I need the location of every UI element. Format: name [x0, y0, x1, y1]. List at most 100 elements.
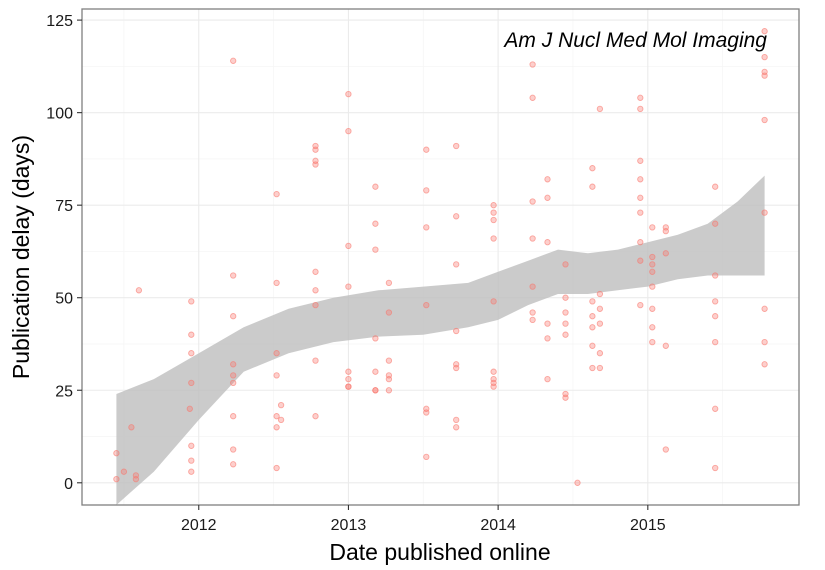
data-point [562, 294, 569, 301]
data-point [345, 283, 352, 290]
data-point [544, 335, 551, 342]
data-point [312, 268, 319, 275]
data-point [423, 187, 430, 194]
y-axis-ticks: 0 25 50 75 100 125 [46, 13, 82, 493]
data-point [273, 424, 280, 431]
data-point [637, 239, 644, 246]
data-point [544, 194, 551, 201]
data-point [372, 335, 379, 342]
data-point [761, 72, 768, 79]
data-point [761, 305, 768, 312]
data-point [230, 313, 237, 320]
smooth-confidence-band [116, 175, 765, 505]
data-point [273, 372, 280, 379]
data-point [712, 338, 719, 346]
data-point [589, 364, 596, 372]
x-tick-label: 2013 [331, 517, 367, 534]
data-point [589, 298, 596, 305]
data-point [712, 313, 719, 320]
data-point [230, 361, 237, 368]
data-point [423, 453, 430, 461]
data-point [529, 283, 536, 290]
data-point [562, 320, 569, 327]
data-point [589, 183, 596, 190]
data-point [649, 261, 656, 268]
x-axis-title: Date published online [329, 539, 550, 565]
data-point [529, 235, 536, 242]
data-point [188, 331, 195, 338]
data-point [649, 253, 656, 261]
data-point [562, 394, 569, 401]
data-point [113, 475, 120, 483]
data-point [761, 338, 768, 346]
data-point [662, 446, 669, 453]
data-point [372, 387, 379, 394]
data-point [385, 357, 393, 364]
data-point [490, 209, 497, 216]
chart-annotation: Am J Nucl Med Mol Imaging [502, 29, 767, 52]
y-tick-label: 25 [55, 383, 73, 400]
data-point [188, 379, 195, 387]
data-point [230, 272, 237, 279]
data-point [453, 327, 460, 335]
data-point [312, 413, 319, 420]
data-point [135, 287, 143, 294]
data-point [453, 261, 460, 268]
y-tick-label: 0 [64, 476, 73, 493]
data-point [230, 461, 237, 468]
data-point [345, 127, 352, 135]
data-point [589, 342, 596, 349]
data-point [649, 338, 656, 346]
data-point [637, 194, 644, 201]
data-point [637, 94, 644, 101]
y-tick-label: 100 [46, 106, 73, 123]
data-point [273, 350, 280, 357]
data-point [596, 305, 604, 312]
data-point [385, 279, 393, 287]
data-point [649, 305, 656, 312]
data-point [562, 309, 569, 316]
data-point [574, 479, 581, 486]
data-point [312, 146, 319, 153]
data-point [312, 357, 319, 364]
data-point [132, 472, 140, 479]
data-point [345, 383, 352, 390]
data-point [372, 220, 379, 227]
data-point [120, 468, 128, 475]
data-point [490, 235, 497, 242]
data-point [637, 209, 644, 216]
data-point [230, 379, 237, 387]
data-point [761, 361, 768, 368]
data-point [637, 105, 644, 113]
data-point [712, 405, 719, 412]
data-point [490, 202, 497, 209]
data-point [544, 239, 551, 246]
data-point [761, 209, 768, 216]
y-axis-title: Publication delay (days) [8, 135, 34, 379]
data-point [637, 301, 644, 309]
y-tick-label: 50 [55, 291, 73, 308]
data-point [596, 320, 604, 327]
data-point [712, 220, 719, 227]
y-tick-label: 75 [55, 198, 73, 215]
data-point [596, 350, 604, 357]
data-point [589, 313, 596, 320]
data-point [345, 368, 352, 375]
data-point [312, 301, 319, 309]
data-point [662, 250, 669, 257]
data-point [230, 372, 237, 379]
data-point [490, 383, 497, 390]
data-point [544, 320, 551, 327]
data-point [761, 28, 768, 35]
data-point [345, 375, 352, 383]
data-point [589, 324, 596, 331]
data-point [649, 268, 656, 275]
data-point [312, 161, 319, 168]
data-point [188, 468, 195, 475]
data-point [188, 442, 195, 449]
data-point [188, 457, 195, 464]
data-point [490, 216, 497, 224]
data-point [230, 446, 237, 453]
data-point [596, 364, 604, 372]
x-tick-label: 2012 [181, 517, 217, 534]
